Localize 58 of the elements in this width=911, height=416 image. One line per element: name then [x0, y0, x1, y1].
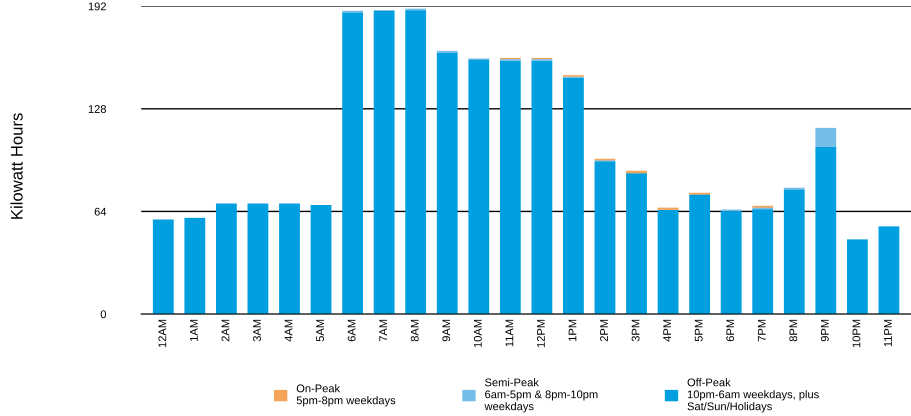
- x-tick-label: 7PM: [758, 320, 766, 342]
- x-tick-label: 11AM: [506, 320, 514, 346]
- legend-label: On-Peak 5pm-8pm weekdays: [296, 384, 396, 406]
- x-tick-label: 5PM: [694, 320, 703, 342]
- x-tick-label: 8AM: [410, 320, 419, 342]
- legend-label: Off-Peak 10pm-6am weekdays, plus Sat/Sun/Holidays: [688, 378, 819, 412]
- bar: [405, 10, 426, 314]
- bar: [720, 211, 742, 314]
- x-tick-label: 3AM: [253, 320, 261, 342]
- x-tick-label: 1AM: [190, 320, 198, 341]
- bar: [531, 60, 552, 314]
- bar: [436, 52, 458, 314]
- bar: [752, 210, 774, 314]
- bar: [878, 226, 900, 314]
- x-tick-label: 6AM: [348, 320, 356, 342]
- bar: [784, 190, 805, 314]
- bar: [594, 161, 616, 314]
- bar: [184, 218, 206, 314]
- x-tick-label: 12AM: [158, 320, 166, 348]
- y-tick-label: 128: [88, 105, 106, 113]
- bar: [279, 203, 300, 314]
- y-tick-label: 0: [100, 310, 106, 318]
- bar: [846, 239, 868, 314]
- x-tick-label: 11PM: [884, 320, 892, 346]
- x-tick-label: 3PM: [632, 320, 640, 342]
- bar: [626, 170, 647, 174]
- x-tick-label: 2AM: [222, 320, 230, 342]
- x-tick-label: 1PM: [568, 320, 576, 341]
- bar: [310, 205, 332, 314]
- x-tick-label: 7AM: [379, 320, 388, 342]
- x-tick-label: 2PM: [600, 320, 608, 342]
- x-tick-label: 6PM: [726, 320, 734, 342]
- x-tick-label: 8PM: [789, 320, 798, 342]
- bar: [216, 203, 237, 314]
- bar: [658, 210, 678, 314]
- bar: [563, 78, 584, 314]
- x-tick-label: 9AM: [442, 320, 450, 342]
- bar: [815, 146, 836, 314]
- x-tick-label: 9PM: [820, 320, 829, 342]
- bar: [689, 194, 710, 314]
- y-axis-title: Kilowatt Hours: [10, 113, 23, 219]
- bar: [342, 12, 363, 314]
- bar: [374, 11, 395, 314]
- legend-label: Semi-Peak 6am-5pm & 8pm-10pm weekdays: [484, 378, 598, 412]
- bar: [815, 128, 836, 147]
- y-tick-label: 64: [94, 208, 106, 216]
- x-tick-label: 4PM: [663, 320, 671, 342]
- x-tick-label: 10PM: [852, 320, 860, 348]
- bar: [248, 203, 268, 314]
- bar: [152, 219, 174, 314]
- bar: [468, 60, 490, 314]
- y-tick-label: 192: [88, 2, 106, 10]
- x-tick-label: 4AM: [284, 320, 292, 342]
- x-tick-label: 5AM: [316, 320, 324, 342]
- bar: [626, 173, 647, 314]
- bar: [500, 60, 521, 314]
- x-tick-label: 10AM: [474, 320, 482, 348]
- x-tick-label: 12PM: [536, 320, 545, 348]
